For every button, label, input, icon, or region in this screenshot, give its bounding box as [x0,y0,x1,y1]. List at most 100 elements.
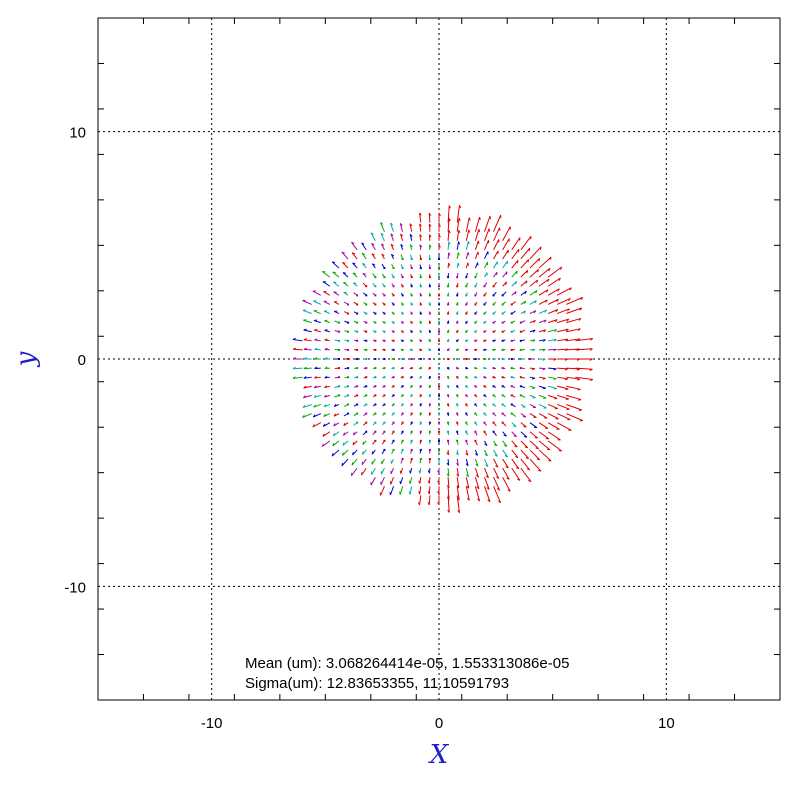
field-arrow-head [303,366,307,370]
field-arrow-head [553,339,557,342]
field-arrow [303,339,312,342]
field-point [492,285,495,288]
field-arrow [303,329,312,333]
field-arrow-head [485,464,489,467]
field-arrow-head [448,205,451,209]
field-point [438,403,440,406]
field-arrow [538,329,546,333]
field-arrow [351,241,358,251]
field-point [456,367,459,370]
field-arrow-head [324,338,328,341]
field-arrow-head [524,290,527,295]
field-arrow-head [390,243,394,247]
field-arrow [456,217,460,232]
field-arrow-head [457,262,460,266]
field-point [510,403,513,406]
field-point [492,385,495,388]
field-arrow-head [565,338,569,342]
field-arrow [493,250,499,260]
field-arrow [529,279,539,287]
field-arrow-head [534,300,537,304]
field-point [483,358,486,360]
field-arrow [566,403,582,411]
field-arrow-head [332,432,335,437]
field-arrow-head [458,229,461,234]
field-point [447,339,450,342]
field-arrow [566,296,583,305]
field-arrow-head [342,432,346,436]
field-point [419,403,422,406]
field-arrow [341,251,349,260]
field-point [410,285,413,288]
field-point [401,276,404,279]
field-point [365,376,368,379]
field-point [474,312,477,315]
field-point [483,394,486,397]
field-point [474,403,477,406]
field-point [410,376,413,379]
field-arrow-head [419,234,423,238]
field-arrow-head [391,253,395,257]
field-arrow-head [313,404,317,408]
field-arrow [361,242,367,251]
field-arrow [322,281,331,287]
field-point [447,403,450,406]
field-point [465,312,468,315]
field-point [510,367,513,370]
field-point [465,330,468,333]
field-arrow [511,259,519,269]
field-point [392,430,395,433]
field-arrow-head [455,452,459,456]
field-arrow-head [361,242,365,245]
field-arrow [557,394,569,400]
field-arrow-head [302,404,306,408]
field-arrow [474,251,479,260]
field-point [492,312,495,315]
field-arrow [342,449,349,456]
field-point [356,294,359,297]
field-point [347,312,350,315]
field-arrow-head [352,451,354,456]
field-arrow [547,309,558,314]
field-point [428,330,431,333]
field-arrow-head [343,422,346,426]
field-arrow [520,449,530,459]
field-point [392,403,395,406]
field-point [365,421,368,424]
field-arrow-head [314,328,318,331]
field-arrow-head [467,252,470,256]
field-arrow-head [504,455,508,458]
field-arrow [538,319,547,324]
field-arrow [456,241,460,250]
x-tick-label: 10 [658,715,675,732]
field-point [428,448,431,451]
field-point [465,358,468,360]
field-point [337,376,340,379]
field-arrow-head [456,462,459,466]
field-point [465,403,468,406]
field-arrow [399,486,404,495]
field-arrow [547,277,561,287]
field-arrow-head [292,357,296,360]
field-arrow [313,413,321,418]
field-arrow [520,269,529,278]
field-point [419,330,422,333]
field-point [392,412,395,415]
field-point [447,394,450,397]
field-arrow-head [362,262,366,266]
field-point [337,394,340,397]
field-arrow-head [577,388,581,391]
field-arrow-head [535,447,539,450]
field-arrow [538,256,552,269]
field-arrow [557,367,568,370]
field-point [456,294,459,297]
field-arrow-head [475,474,479,478]
field-point [492,294,495,297]
field-point [456,385,459,388]
field-point [356,339,359,342]
field-point [419,385,422,388]
field-point [401,367,404,370]
field-point [428,257,431,260]
field-arrow [409,223,413,232]
field-arrow [556,422,572,431]
